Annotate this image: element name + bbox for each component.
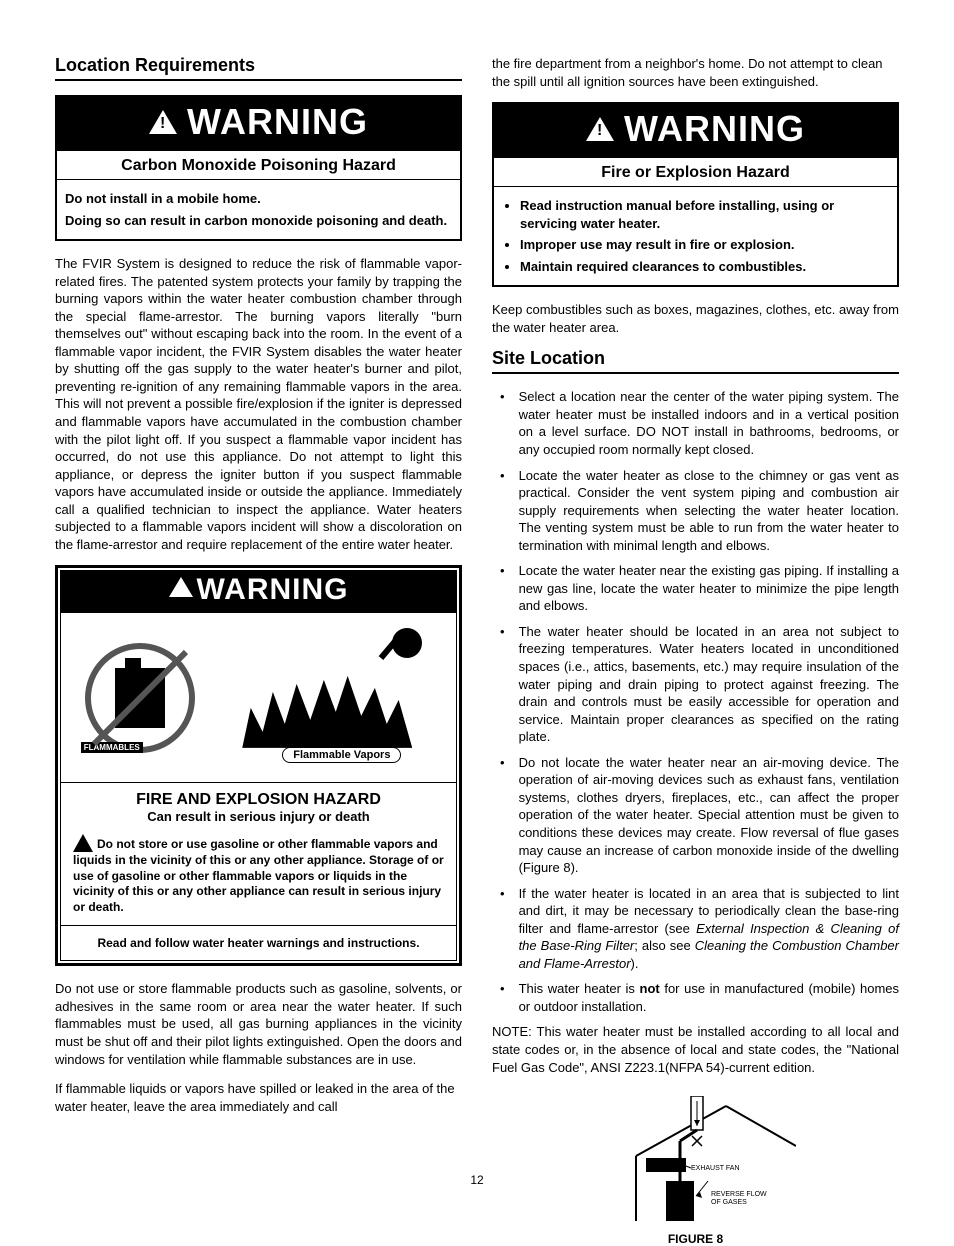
flammable-products-para: Do not use or store flammable products s… [55, 980, 462, 1068]
fire-bullet-3: Maintain required clearances to combusti… [520, 258, 889, 276]
site-item-2: Locate the water heater as close to the … [492, 467, 899, 555]
co-hazard-body: Do not install in a mobile home. Doing s… [57, 179, 460, 239]
warning-triangle-icon [586, 117, 614, 141]
co-line-2: Doing so can result in carbon monoxide p… [65, 212, 452, 230]
figure-8-caption: FIGURE 8 [492, 1232, 899, 1246]
location-requirements-title: Location Requirements [55, 55, 462, 81]
reverse-flow-label-2: OF GASES [711, 1199, 747, 1206]
fire-warning-header-text: WARNING [624, 108, 805, 150]
flammables-label: FLAMMABLES [81, 742, 143, 753]
flames-icon [242, 668, 412, 748]
fire-body-text: Do not store or use gasoline or other fl… [73, 837, 444, 913]
fire-hazard-body-2: Read instruction manual before installin… [494, 186, 897, 285]
figure-8: EXHAUST FAN REVERSE FLOW OF GASES FI [492, 1096, 899, 1246]
fire-bullet-2: Improper use may result in fire or explo… [520, 236, 889, 254]
combustibles-para: Keep combustibles such as boxes, magazin… [492, 301, 899, 336]
spill-para: If flammable liquids or vapors have spil… [55, 1080, 462, 1115]
fire-warning-box: WARNING Fire or Explosion Hazard Read in… [492, 102, 899, 287]
left-column: Location Requirements WARNING Carbon Mon… [55, 55, 462, 1165]
fire-warning-header: WARNING [494, 104, 897, 158]
pictorial-header: WARNING [61, 571, 456, 613]
install-note: NOTE: This water heater must be installe… [492, 1023, 899, 1076]
pictorial-warning-box: WARNING FLAMMABLES Flammable Vapors FIRE… [55, 565, 462, 966]
figure-8-svg: EXHAUST FAN REVERSE FLOW OF GASES [596, 1096, 796, 1226]
warning-triangle-icon [169, 577, 193, 597]
fire-person-graphic: Flammable Vapors [232, 628, 432, 768]
site-item-3: Locate the water heater near the existin… [492, 562, 899, 615]
co-line-1: Do not install in a mobile home. [65, 190, 452, 208]
pictorial-graphic: FLAMMABLES Flammable Vapors [61, 613, 456, 783]
right-column: the fire department from a neighbor's ho… [492, 55, 899, 1165]
fire-hazard-title: FIRE AND EXPLOSION HAZARD [61, 783, 456, 809]
site-location-list: Select a location near the center of the… [492, 388, 899, 1023]
co-warning-header: WARNING [57, 97, 460, 151]
exhaust-fan-label: EXHAUST FAN [691, 1165, 740, 1172]
fire-hazard-footer: Read and follow water heater warnings an… [61, 925, 456, 960]
site-location-title: Site Location [492, 348, 899, 374]
warning-triangle-icon [73, 834, 93, 852]
site-item-6: If the water heater is located in an are… [492, 885, 899, 973]
fire-hazard-title-2: Fire or Explosion Hazard [494, 158, 897, 186]
continuation-para: the fire department from a neighbor's ho… [492, 55, 899, 90]
site-item-5: Do not locate the water heater near an a… [492, 754, 899, 877]
page-content: Location Requirements WARNING Carbon Mon… [55, 55, 899, 1165]
warning-triangle-icon [149, 110, 177, 134]
fire-hazard-subtitle: Can result in serious injury or death [61, 809, 456, 830]
co-hazard-title: Carbon Monoxide Poisoning Hazard [57, 151, 460, 179]
site-item-4: The water heater should be located in an… [492, 623, 899, 746]
fire-bullet-1: Read instruction manual before installin… [520, 197, 889, 232]
site-item-7: This water heater is not for use in manu… [492, 980, 899, 1015]
no-flammables-icon: FLAMMABLES [85, 643, 195, 753]
warning-header-text: WARNING [187, 101, 368, 143]
reverse-flow-label-1: REVERSE FLOW [711, 1191, 767, 1198]
pictorial-inner: WARNING FLAMMABLES Flammable Vapors FIRE… [60, 570, 457, 961]
fvir-paragraph: The FVIR System is designed to reduce th… [55, 255, 462, 553]
pictorial-header-text: WARNING [197, 573, 349, 606]
fire-hazard-body: Do not store or use gasoline or other fl… [61, 830, 456, 925]
co-warning-box: WARNING Carbon Monoxide Poisoning Hazard… [55, 95, 462, 241]
vapors-label: Flammable Vapors [282, 747, 401, 763]
fire-hazard-bullets: Read instruction manual before installin… [502, 197, 889, 275]
gascan-icon [115, 668, 165, 728]
site-item-1: Select a location near the center of the… [492, 388, 899, 458]
